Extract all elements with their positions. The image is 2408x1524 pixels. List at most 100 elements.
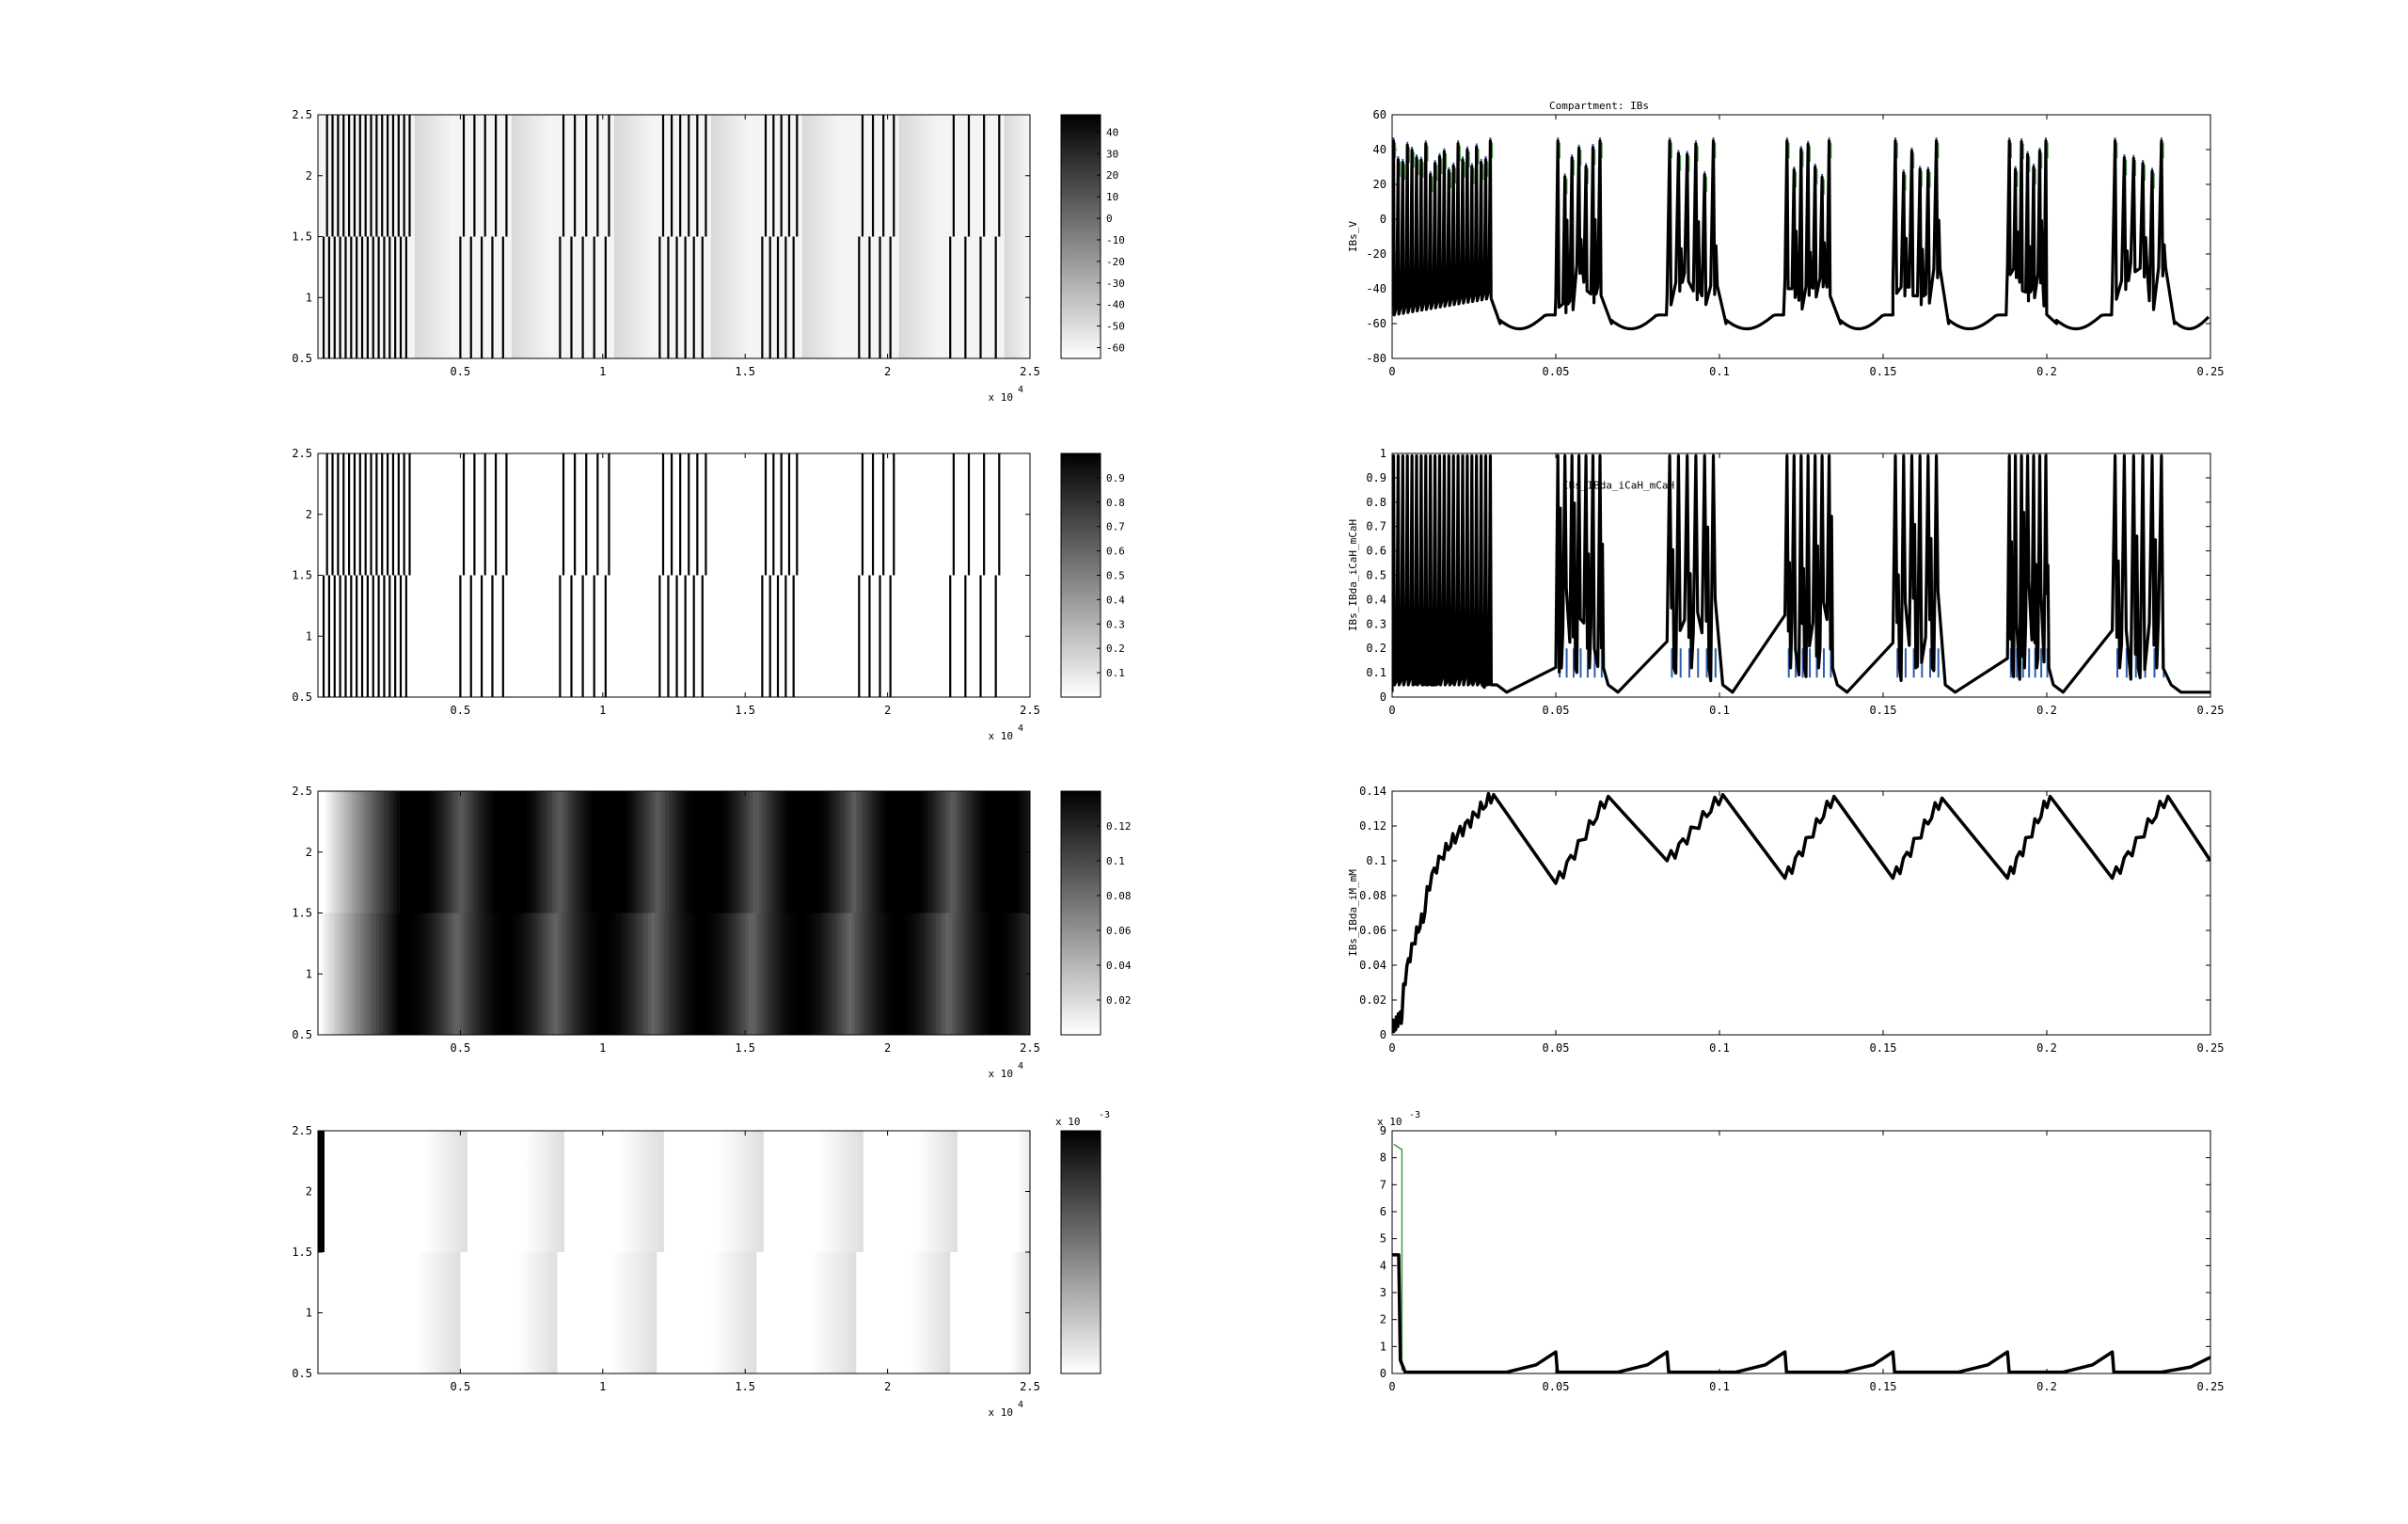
heatmap-cell — [652, 791, 657, 913]
heatmap-cell — [910, 913, 915, 1035]
heatmap-cell — [898, 791, 903, 913]
x-tick-label: 0.2 — [2036, 1380, 2057, 1393]
x-tick-label: 0.1 — [1709, 1380, 1730, 1393]
y-tick-label: 3 — [1380, 1286, 1386, 1299]
heatmap-cell — [705, 913, 711, 1035]
heatmap-cell — [632, 791, 638, 913]
heatmap-cell — [451, 913, 455, 1035]
heatmap-cell — [819, 913, 824, 1035]
y-tick-label: 0.5 — [292, 352, 312, 365]
x-tick-label: 0.5 — [451, 365, 471, 378]
heatmap-cell — [775, 791, 780, 913]
heatmap-cell — [665, 791, 670, 913]
heatmap-cell — [673, 913, 678, 1035]
heatmap-cell — [545, 791, 550, 913]
x-tick-label: 0.1 — [1709, 1041, 1730, 1055]
heatmap-cell — [470, 791, 476, 913]
heatmap-cell — [625, 913, 630, 1035]
heatmap-recovery-band — [613, 115, 655, 358]
heatmap-cell — [609, 913, 614, 1035]
x-tick-label: 0.05 — [1543, 1041, 1570, 1055]
heatmap-cell — [894, 913, 898, 1035]
heatmap-cell — [771, 791, 777, 913]
heatmap-cell — [481, 791, 485, 913]
colorbar — [1060, 452, 1101, 698]
heatmap-cell — [903, 913, 909, 1035]
colorbar-tick-label: 0.1 — [1106, 855, 1125, 867]
heatmap-cell — [846, 791, 851, 913]
y-tick-label: 0.12 — [1359, 819, 1386, 833]
x-tick-label: 1.5 — [735, 365, 755, 378]
x-tick-label: 2.5 — [1020, 1380, 1040, 1393]
x-tick-label: 0.2 — [2036, 704, 2057, 717]
heatmap-cell — [979, 791, 984, 913]
heatmap-cell — [526, 791, 531, 913]
plot-area — [1392, 1143, 2210, 1373]
heatmap-cell — [354, 791, 359, 913]
heatmap-cell — [528, 913, 533, 1035]
heatmap-cell — [458, 791, 463, 913]
heatmap-background — [318, 453, 1030, 697]
heatmap-cell — [344, 791, 350, 913]
heatmap-cell — [593, 913, 597, 1035]
heatmap-cell — [950, 791, 955, 913]
x-tick-label: 0.15 — [1870, 365, 1897, 378]
heatmap-cell — [626, 791, 631, 913]
heatmap-cell — [946, 791, 952, 913]
heatmap-cell — [827, 791, 832, 913]
heatmap-cell — [956, 791, 961, 913]
heatmap-cell — [814, 791, 819, 913]
heatmap-cell — [849, 791, 854, 913]
heatmap-cell — [418, 913, 423, 1035]
heatmap-cell — [477, 791, 483, 913]
heatmap-cell — [973, 791, 977, 913]
heatmap-cell — [875, 791, 880, 913]
x-tick-label: 2.5 — [1020, 365, 1040, 378]
heatmap-cell — [502, 913, 507, 1035]
heatmap-cell — [518, 913, 523, 1035]
heatmap-cell — [988, 913, 992, 1035]
heatmap-cell — [379, 913, 384, 1035]
heatmap-cell — [628, 913, 633, 1035]
heatmap-cell — [660, 913, 666, 1035]
heatmap-cell — [570, 913, 575, 1035]
y-tick-label: 1 — [306, 291, 312, 304]
heatmap-cell — [639, 791, 644, 913]
heatmap-cell — [994, 913, 999, 1035]
heatmap-cell — [953, 791, 958, 913]
heatmap-cell — [499, 791, 505, 913]
heatmap-cell — [551, 791, 557, 913]
x-tick-label: 1 — [599, 1380, 606, 1393]
y-tick-label: 2.5 — [292, 1124, 312, 1137]
heatmap-cell — [793, 913, 799, 1035]
heatmap-cell — [483, 913, 487, 1035]
heatmap-cell — [497, 791, 501, 913]
heatmap-cell — [738, 913, 743, 1035]
heatmap-cell — [865, 791, 871, 913]
heatmap-cell — [878, 913, 882, 1035]
heatmap-cell — [346, 913, 352, 1035]
heatmap-cell — [975, 791, 981, 913]
heatmap-cell — [717, 791, 721, 913]
colorbar-tick-label: 0.02 — [1106, 994, 1132, 1007]
heatmap-cell — [864, 913, 869, 1035]
heatmap-cell — [764, 913, 769, 1035]
heatmap-cell — [881, 791, 887, 913]
heatmap-cell — [547, 913, 552, 1035]
heatmap-cell — [367, 791, 372, 913]
heatmap-cell — [607, 791, 611, 913]
y-tick-label: 1.5 — [292, 569, 312, 582]
heatmap-cell — [492, 913, 498, 1035]
heatmap-cell — [341, 791, 346, 913]
heatmap-cell — [742, 791, 748, 913]
heatmap-cell — [383, 791, 388, 913]
y-tick-label: 8 — [1380, 1151, 1386, 1165]
heatmap-cell — [542, 791, 547, 913]
heatmap-cell — [599, 913, 604, 1035]
heatmap-cell — [363, 913, 368, 1035]
heatmap-cell — [1002, 791, 1006, 913]
heatmap-cell — [720, 791, 725, 913]
y-tick-label: 0.5 — [292, 691, 312, 704]
colorbar-tick-label: 0.12 — [1106, 820, 1132, 833]
heatmap-cell — [1005, 791, 1010, 913]
